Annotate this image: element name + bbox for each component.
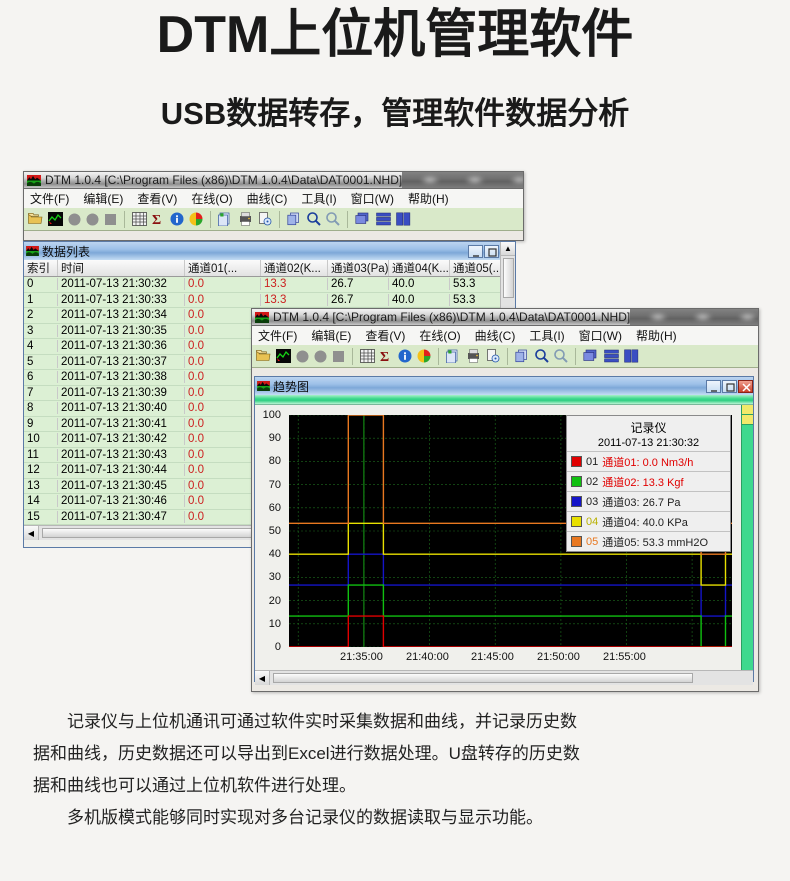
- svg-text:Σ: Σ: [152, 213, 161, 226]
- svg-text:Σ: Σ: [380, 350, 389, 363]
